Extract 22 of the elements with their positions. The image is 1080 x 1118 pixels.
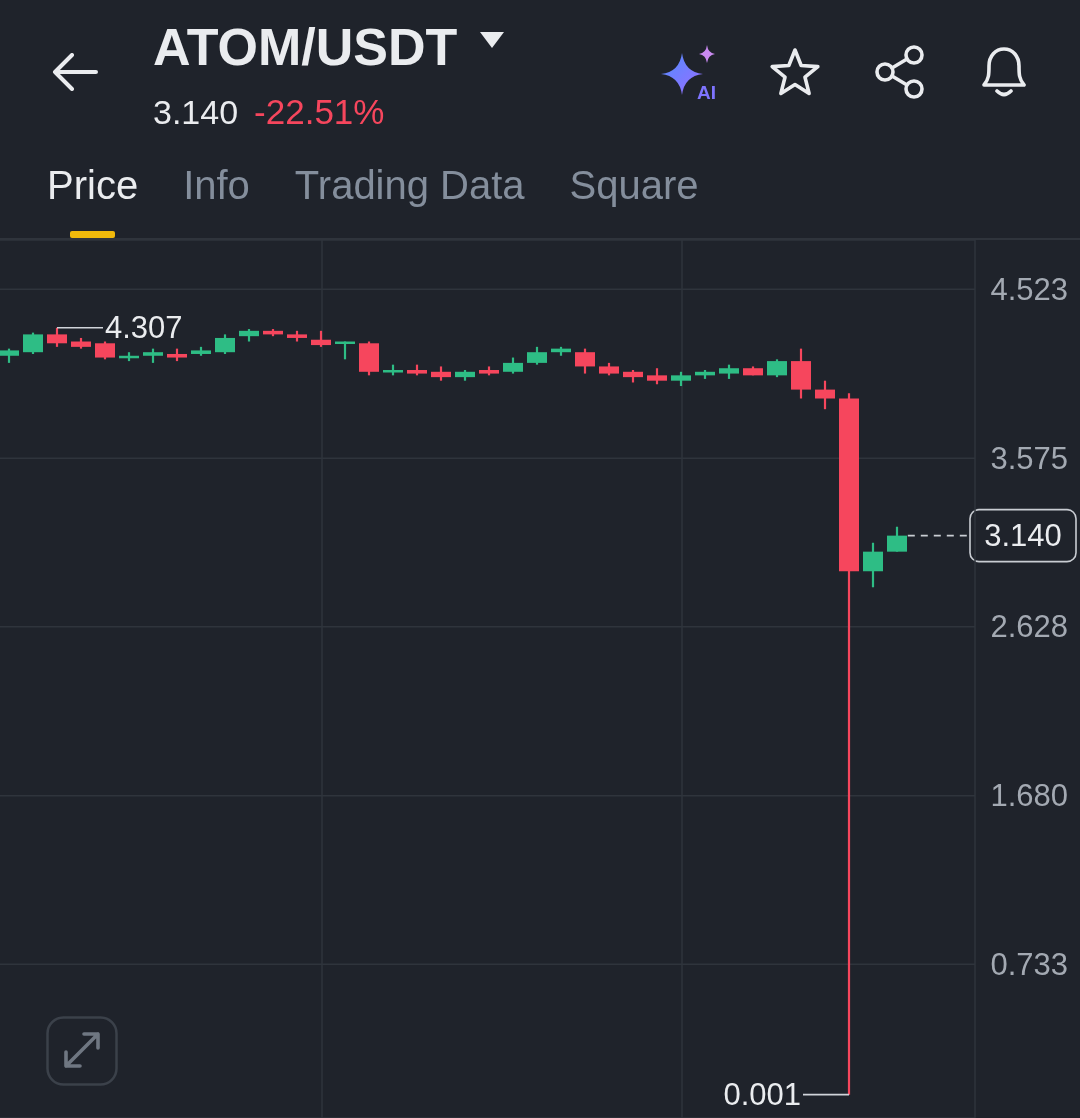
- y-tick-label: 0.733: [990, 946, 1068, 982]
- candlestick: [815, 379, 835, 411]
- chart-subtitle: 3.140: [153, 92, 239, 132]
- y-tick-label: 2.628: [990, 609, 1068, 645]
- candlestick: [575, 347, 595, 375]
- candlestick: [215, 333, 235, 356]
- candlestick: [887, 525, 907, 553]
- candlestick: [863, 541, 883, 589]
- text: Info: [183, 163, 250, 207]
- text: Price: [47, 163, 139, 207]
- text: -22.51%: [254, 92, 385, 132]
- y-tick-label: 3.575: [990, 440, 1068, 476]
- text: Trading Data: [294, 163, 525, 207]
- annotation: 4.307: [105, 310, 183, 346]
- text: Square: [569, 163, 699, 207]
- y-tick-label: 4.523: [990, 271, 1068, 307]
- annotation: 0.001: [723, 1077, 801, 1113]
- y-tick-label: 1.680: [990, 778, 1068, 814]
- ref-line-label: 3.140: [984, 518, 1062, 554]
- candlestick: [23, 331, 43, 356]
- chart-title: ATOM/USDT: [153, 17, 458, 77]
- candlestick: [47, 326, 67, 348]
